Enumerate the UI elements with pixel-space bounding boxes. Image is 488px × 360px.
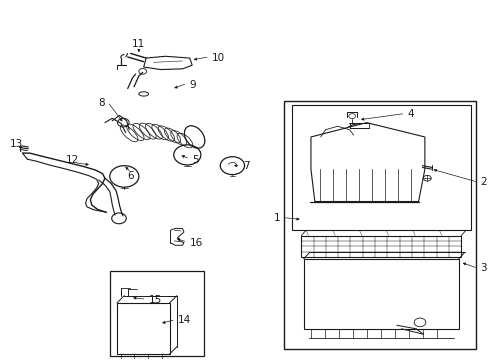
Bar xyxy=(291,105,470,230)
Text: 2: 2 xyxy=(480,177,486,187)
Text: 6: 6 xyxy=(127,171,134,181)
Text: 10: 10 xyxy=(211,53,224,63)
Text: 5: 5 xyxy=(192,155,199,165)
Text: 12: 12 xyxy=(66,155,79,165)
Text: 16: 16 xyxy=(189,238,203,248)
Text: 8: 8 xyxy=(98,98,105,108)
Bar xyxy=(301,235,460,257)
Text: 13: 13 xyxy=(10,139,23,149)
Text: 14: 14 xyxy=(177,315,190,325)
Bar xyxy=(109,271,204,356)
Text: 3: 3 xyxy=(480,263,486,273)
Text: 7: 7 xyxy=(243,161,249,171)
Text: 1: 1 xyxy=(274,213,280,222)
Text: 4: 4 xyxy=(407,109,414,119)
Bar xyxy=(117,303,169,354)
Text: 11: 11 xyxy=(132,39,145,49)
Text: 15: 15 xyxy=(148,295,162,305)
Bar xyxy=(284,101,475,348)
Bar xyxy=(303,259,458,329)
Text: 9: 9 xyxy=(189,80,196,90)
Polygon shape xyxy=(143,56,192,69)
Polygon shape xyxy=(310,123,424,202)
